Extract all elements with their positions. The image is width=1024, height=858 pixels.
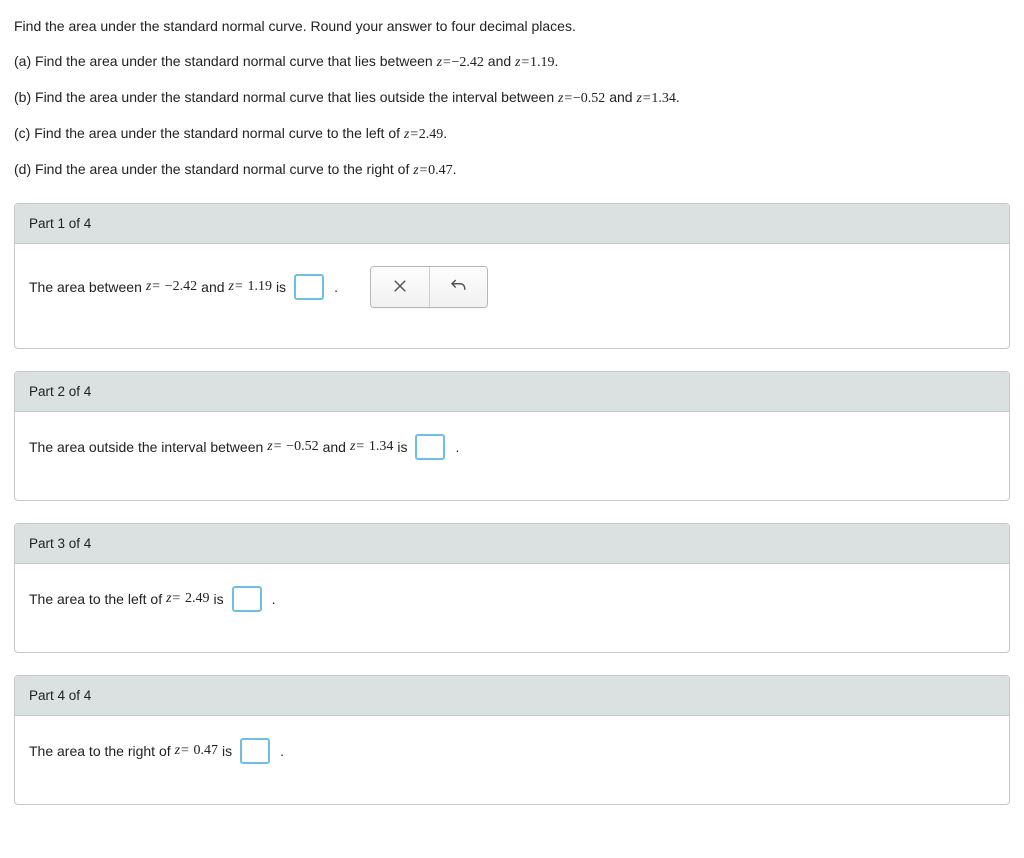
part-3-z1: 2.49: [185, 591, 210, 607]
subpart-b-mid: and: [609, 89, 636, 105]
part-1-mid: and: [201, 279, 224, 295]
z-symbol: z=: [515, 55, 530, 70]
part-4-pre: The area to the right of: [29, 743, 171, 759]
part-2-z2: 1.34: [369, 439, 394, 455]
part-1-button-group: [370, 266, 488, 308]
part-2-pre: The area outside the interval between: [29, 439, 263, 455]
subpart-b-pre: Find the area under the standard normal …: [35, 89, 558, 105]
undo-icon: [449, 277, 467, 298]
subpart-b-label: (b): [14, 89, 31, 105]
subpart-d-end: .: [453, 161, 457, 177]
subpart-b-z1: −0.52: [573, 91, 605, 106]
part-4-post: is: [222, 743, 232, 759]
part-1-box: Part 1 of 4 The area between z=−2.42 and…: [14, 203, 1010, 349]
z-symbol: z=: [175, 743, 190, 759]
z-symbol: z=: [404, 127, 419, 142]
part-4-body: The area to the right of z=0.47 is .: [15, 716, 1009, 804]
z-symbol: z=: [267, 439, 282, 455]
subpart-a-pre: Find the area under the standard normal …: [35, 53, 437, 69]
period: .: [455, 439, 459, 455]
part-1-body: The area between z=−2.42 and z=1.19 is .: [15, 244, 1009, 348]
part-3-body: The area to the left of z=2.49 is .: [15, 564, 1009, 652]
clear-button[interactable]: [371, 267, 429, 307]
part-2-body: The area outside the interval between z=…: [15, 412, 1009, 500]
part-4-z1: 0.47: [194, 743, 219, 759]
subpart-a-label: (a): [14, 53, 31, 69]
part-3-header: Part 3 of 4: [15, 524, 1009, 564]
part-4-answer-input[interactable]: [240, 738, 270, 764]
period: .: [334, 279, 338, 295]
part-1-post: is: [276, 279, 286, 295]
part-3-box: Part 3 of 4 The area to the left of z=2.…: [14, 523, 1010, 653]
undo-button[interactable]: [429, 267, 487, 307]
subpart-b-z2: 1.34: [651, 91, 676, 106]
subpart-b: (b) Find the area under the standard nor…: [14, 87, 1010, 109]
part-2-box: Part 2 of 4 The area outside the interva…: [14, 371, 1010, 501]
part-4-header: Part 4 of 4: [15, 676, 1009, 716]
part-3-post: is: [214, 591, 224, 607]
subpart-a-z1: −2.42: [452, 55, 484, 70]
subpart-a: (a) Find the area under the standard nor…: [14, 51, 1010, 73]
part-1-pre: The area between: [29, 279, 142, 295]
part-2-header: Part 2 of 4: [15, 372, 1009, 412]
x-icon: [391, 277, 409, 298]
period: .: [272, 591, 276, 607]
part-4-box: Part 4 of 4 The area to the right of z=0…: [14, 675, 1010, 805]
subpart-a-end: .: [554, 53, 558, 69]
part-2-post: is: [397, 439, 407, 455]
part-1-answer-input[interactable]: [294, 274, 324, 300]
z-symbol: z=: [350, 439, 365, 455]
part-2-mid: and: [323, 439, 346, 455]
period: .: [280, 743, 284, 759]
subpart-d: (d) Find the area under the standard nor…: [14, 159, 1010, 181]
subpart-d-z1: 0.47: [428, 163, 453, 178]
z-symbol: z=: [558, 91, 573, 106]
subpart-a-z2: 1.19: [530, 55, 555, 70]
part-1-z2: 1.19: [247, 279, 272, 295]
part-1-z1: −2.42: [165, 279, 197, 295]
part-2-answer-input[interactable]: [415, 434, 445, 460]
subpart-c-end: .: [443, 125, 447, 141]
subpart-c-z1: 2.49: [419, 127, 444, 142]
z-symbol: z=: [166, 591, 181, 607]
subpart-a-mid: and: [488, 53, 515, 69]
z-symbol: z=: [437, 55, 452, 70]
z-symbol: z=: [636, 91, 651, 106]
question-intro: Find the area under the standard normal …: [14, 16, 1010, 37]
subpart-b-end: .: [676, 89, 680, 105]
subpart-c: (c) Find the area under the standard nor…: [14, 123, 1010, 145]
z-symbol: z=: [229, 279, 244, 295]
subpart-d-label: (d): [14, 161, 31, 177]
part-3-answer-input[interactable]: [232, 586, 262, 612]
part-2-z1: −0.52: [286, 439, 318, 455]
subpart-c-pre: Find the area under the standard normal …: [34, 125, 404, 141]
subpart-d-pre: Find the area under the standard normal …: [35, 161, 413, 177]
subpart-c-label: (c): [14, 125, 30, 141]
part-3-pre: The area to the left of: [29, 591, 162, 607]
part-1-header: Part 1 of 4: [15, 204, 1009, 244]
z-symbol: z=: [413, 163, 428, 178]
z-symbol: z=: [146, 279, 161, 295]
